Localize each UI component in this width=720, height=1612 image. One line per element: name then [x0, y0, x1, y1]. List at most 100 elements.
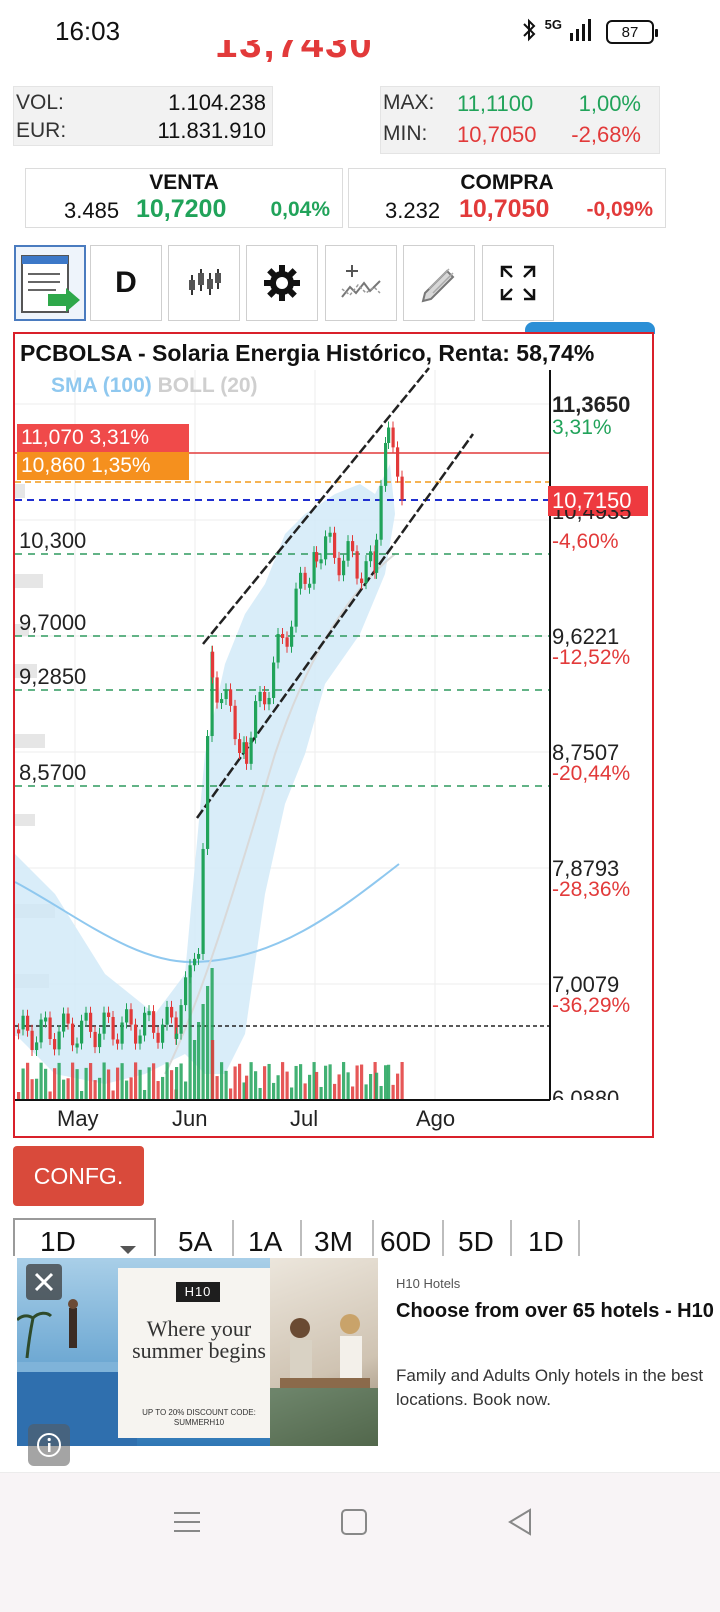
ad-brand: H10 Hotels — [396, 1276, 461, 1291]
volume-bar — [80, 1090, 84, 1100]
candle-body — [170, 1006, 174, 1018]
range-3m[interactable]: 3M — [314, 1226, 353, 1257]
volume-bar — [328, 1064, 332, 1100]
volume-bar — [396, 1073, 400, 1100]
volume-bar — [324, 1065, 328, 1100]
volume-bar — [299, 1064, 303, 1100]
volume-bar — [229, 1088, 233, 1100]
period-button[interactable]: D — [90, 245, 162, 321]
compra-title: COMPRA — [460, 171, 554, 194]
candle-body — [206, 736, 210, 849]
candle-body — [242, 742, 246, 753]
chevron-down-icon[interactable] — [118, 1244, 138, 1256]
venta-box[interactable]: VENTA 3.485 10,7200 0,04% — [25, 168, 343, 228]
candle-body — [351, 541, 355, 552]
chart-legend[interactable]: SMA (100) BOLL (20) — [51, 374, 258, 398]
volume-bar — [391, 1084, 395, 1100]
level-tag-11070[interactable]: 11,070 3,31% — [17, 424, 189, 452]
signal-icon — [570, 19, 591, 41]
volume-bar — [129, 1077, 133, 1100]
home-icon[interactable] — [340, 1508, 368, 1536]
candle-body — [125, 1009, 129, 1023]
volume-bar — [53, 1068, 57, 1100]
status-time: 16:03 — [55, 16, 121, 46]
range-selected[interactable]: 1D — [40, 1226, 76, 1257]
level-tag-10860[interactable]: 10,860 1,35% — [17, 452, 189, 480]
fullscreen-button[interactable] — [482, 245, 554, 321]
ad-close-button[interactable] — [26, 1264, 62, 1300]
candle-body — [193, 958, 197, 966]
candle-body — [285, 637, 289, 647]
candle-body — [233, 705, 237, 740]
ad-info-button[interactable] — [28, 1424, 70, 1466]
range-60d[interactable]: 60D — [380, 1226, 432, 1257]
candle-body — [71, 1023, 75, 1046]
candle-body — [319, 559, 323, 564]
range-selector-dropdown[interactable] — [13, 1218, 156, 1264]
channel-upper — [202, 367, 430, 645]
compra-box[interactable]: COMPRA 3.232 10,7050 -0,09% — [348, 168, 666, 228]
range-1a[interactable]: 1A — [248, 1226, 283, 1257]
volume-bar — [165, 1062, 169, 1100]
info-icon — [37, 1433, 61, 1457]
candle-body — [328, 532, 332, 537]
volume-bar — [206, 986, 210, 1100]
candle-body — [116, 1039, 120, 1044]
volume-bar — [272, 1082, 276, 1100]
legend-sma[interactable]: SMA (100) — [51, 374, 152, 397]
volume-bar — [66, 1078, 70, 1100]
volume-bar — [379, 1085, 383, 1100]
period-label: D — [115, 266, 137, 299]
settings-button[interactable] — [246, 245, 318, 321]
volume-bar — [400, 1062, 404, 1100]
close-icon — [34, 1272, 54, 1292]
legend-boll[interactable]: BOLL (20) — [157, 374, 258, 397]
volume-bar — [333, 1083, 337, 1100]
chart-frame[interactable]: PCBOLSA - Solaria Energia Histórico, Ren… — [13, 332, 654, 1138]
settings-icon — [264, 265, 300, 301]
candlestick-button[interactable] — [168, 245, 240, 321]
volume-bar — [102, 1062, 106, 1100]
notes-export-button[interactable] — [14, 245, 86, 321]
ad-title[interactable]: Choose from over 65 hotels - H10 Hotels — [396, 1300, 720, 1322]
volume-bar — [375, 1072, 379, 1100]
candle-body — [138, 1035, 142, 1044]
candle-body — [93, 1031, 97, 1048]
candle-body — [267, 697, 271, 705]
pencil-draw-icon — [421, 268, 455, 303]
menu-icon[interactable] — [172, 1507, 202, 1537]
volume-bars — [17, 968, 404, 1100]
y-tick-3: 8,7507 — [552, 740, 620, 765]
max-value: 11,1100 — [457, 91, 534, 116]
candle-body — [220, 699, 224, 704]
volume-bar — [134, 1062, 138, 1100]
candle-body — [272, 662, 276, 698]
y-tick-pct-0: 3,31% — [552, 416, 612, 439]
candle-body — [333, 532, 337, 558]
range-1d[interactable]: 1D — [528, 1226, 564, 1257]
volume-bar — [249, 1062, 253, 1100]
ad-description-text: Family and Adults Only hotels in the bes… — [396, 1366, 704, 1409]
config-button[interactable]: CONFG. — [13, 1146, 144, 1206]
hidden-tab-handle[interactable] — [525, 322, 655, 334]
volume-bar — [276, 1075, 280, 1100]
add-indicator-button[interactable] — [325, 245, 397, 321]
range-5d[interactable]: 5D — [458, 1226, 494, 1257]
volume-bar — [184, 1081, 188, 1100]
back-icon[interactable] — [506, 1507, 534, 1537]
volume-bar — [315, 1071, 319, 1100]
volume-bar — [342, 1062, 346, 1100]
candle-body — [120, 1022, 124, 1044]
candle-body — [17, 1029, 21, 1034]
volume-bar — [111, 1090, 115, 1100]
price-chart[interactable] — [15, 334, 652, 1136]
candle-body — [254, 701, 258, 738]
candle-body — [57, 1031, 61, 1050]
candle-body — [156, 1032, 160, 1043]
range-5a[interactable]: 5A — [178, 1226, 213, 1257]
candle-body — [44, 1017, 48, 1022]
system-nav-bar — [0, 1472, 720, 1612]
candle-body — [342, 560, 346, 576]
volume-bar — [120, 1063, 124, 1100]
draw-button[interactable] — [403, 245, 475, 321]
